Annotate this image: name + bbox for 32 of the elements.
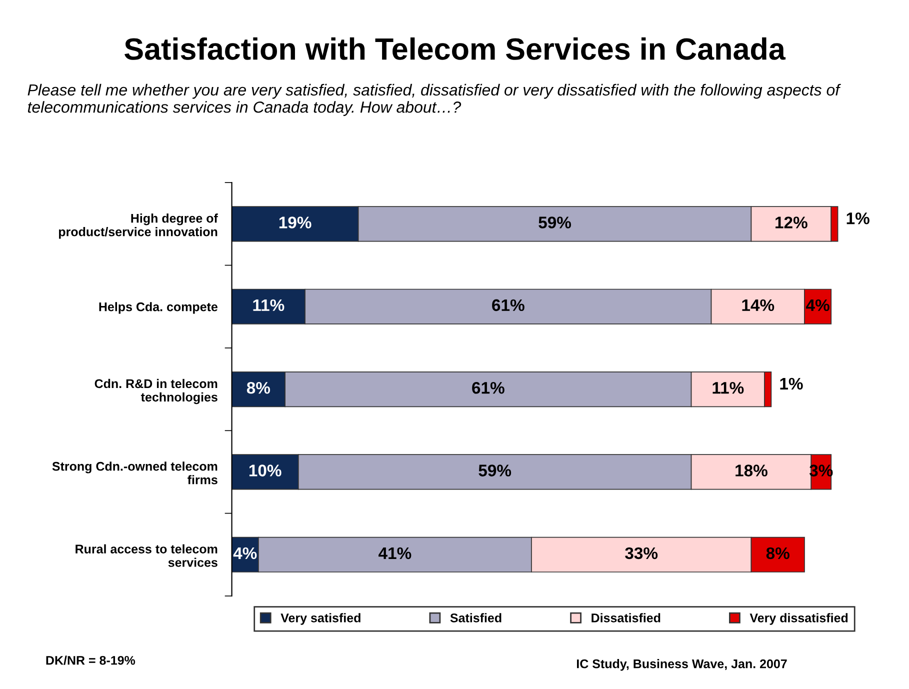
legend-label: Satisfied [450,613,502,622]
data-label: 4% [806,299,830,312]
data-label: 59% [538,216,572,228]
data-label: 4% [233,547,257,560]
data-label: 1% [780,378,803,390]
data-label: 59% [478,464,512,476]
chart-subtitle: Please tell me whether you are very satisfied, satisfied, dissatisfied or very dissatisfied with the following aspects of telecommunications services in Canada today. How about…? [28,84,841,116]
data-label: 10% [249,464,282,476]
y-tick-label: Cdn. R&D in telecom technologies [94,378,218,404]
y-tick-label: Helps Cda. compete [99,302,218,314]
legend-label: Dissatisfied [592,613,660,622]
data-label: 8% [246,382,270,394]
chart-title: Satisfaction with Telecom Services in Canada [124,37,786,60]
data-label: 18% [736,464,768,476]
legend-label: Very satisfied [280,613,360,625]
y-tick-label: High degree of product/service innovation [58,214,218,239]
data-label: 1% [846,212,870,224]
data-label: 61% [492,299,524,312]
data-label: 33% [625,547,658,560]
legend-label: Very dissatisfied [750,613,848,625]
data-label: 41% [378,547,412,560]
text: DK/NR = 8-19% [46,656,136,665]
data-label: 12% [776,216,808,228]
y-tick-label: Strong Cdn.-owned telecom firms [52,462,218,484]
data-label: 11% [253,299,284,312]
data-label: 19% [279,216,312,228]
data-label: 8% [766,547,790,560]
data-label: 11% [712,382,744,394]
data-label: 14% [742,299,774,312]
y-tick-label: Rural access to telecom services [76,544,218,567]
data-label: 61% [472,382,504,394]
text: IC Study, Business Wave, Jan. 2007 [576,659,787,671]
